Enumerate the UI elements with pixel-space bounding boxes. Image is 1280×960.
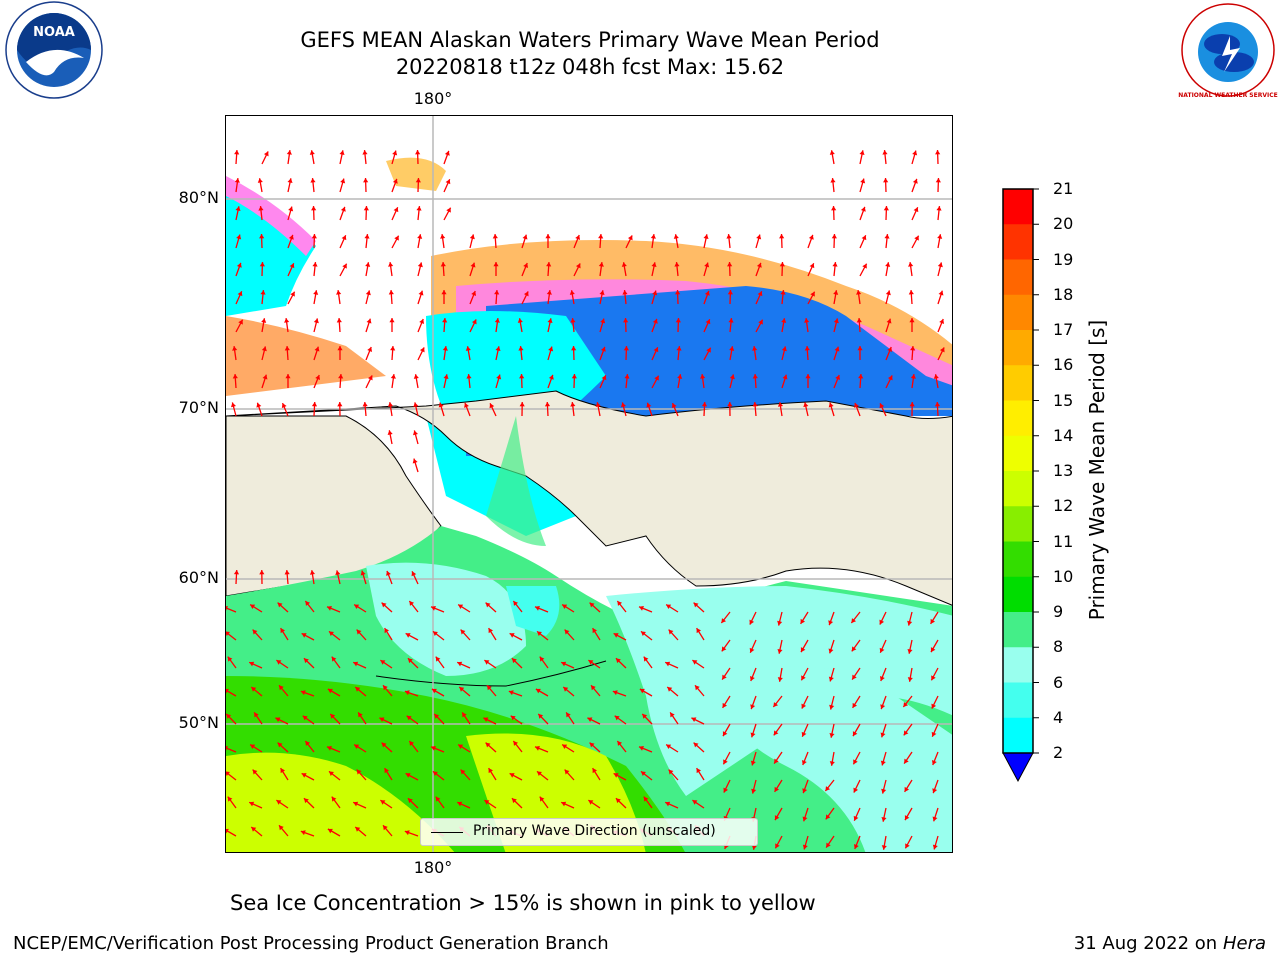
lat-label-50: 50°N (178, 713, 219, 732)
colorbar-tick-label: 16 (1053, 355, 1074, 375)
colorbar-tick-label: 11 (1053, 531, 1074, 551)
colorbar (1002, 188, 1039, 783)
colorbar-tick-label: 14 (1053, 425, 1074, 445)
lat-label-70: 70°N (178, 398, 219, 417)
map-legend: Primary Wave Direction (unscaled) (420, 818, 758, 846)
noaa-logo: NOAA (4, 0, 104, 104)
colorbar-tick-label: 13 (1053, 461, 1074, 480)
colorbar-block (1003, 365, 1033, 401)
colorbar-block (1003, 189, 1033, 225)
national-weather-service-logo: NATIONAL WEATHER SERVICE (1178, 0, 1278, 104)
colorbar-tick-label: 21 (1053, 179, 1074, 198)
colorbar-block (1003, 294, 1033, 331)
colorbar-tick-label: 10 (1053, 566, 1074, 586)
colorbar-block (1003, 224, 1033, 260)
colorbar-tick-label: 19 (1053, 249, 1074, 269)
colorbar-block (1003, 330, 1033, 366)
wave-period-map (225, 115, 953, 853)
colorbar-tick-label: 4 (1053, 707, 1064, 727)
map-canvas (226, 116, 952, 852)
lon-label-top: 180° (413, 89, 453, 108)
legend-label: Primary Wave Direction (unscaled) (473, 823, 716, 839)
footer-date-text: 31 Aug 2022 on (1073, 933, 1218, 954)
colorbar-block (1003, 435, 1033, 472)
sea-ice-note: Sea Ice Concentration > 15% is shown in … (230, 891, 816, 915)
lat-label-60: 60°N (178, 568, 219, 587)
legend-line-icon (431, 832, 463, 833)
colorbar-block (1003, 541, 1033, 578)
colorbar-tick-label: 6 (1053, 672, 1064, 692)
colorbar-tick-label: 9 (1053, 602, 1064, 621)
chart-subtitle: 20220818 t12z 048h fcst Max: 15.62 (395, 55, 785, 79)
colorbar-block (1003, 400, 1033, 437)
colorbar-extend-arrow (1002, 752, 1034, 783)
colorbar-tick-label: 20 (1053, 214, 1074, 234)
footer-machine: Hera (1222, 933, 1266, 954)
colorbar-label: Primary Wave Mean Period [s] (1085, 319, 1109, 621)
colorbar-tick-label: 18 (1053, 284, 1074, 304)
colorbar-tick-label: 2 (1053, 743, 1064, 762)
footer-date: 31 Aug 2022 on Hera (1074, 933, 1266, 954)
colorbar-block (1003, 717, 1033, 754)
colorbar-tick-label: 12 (1053, 496, 1074, 516)
lat-label-80: 80°N (178, 188, 219, 207)
colorbar-tick-label: 15 (1053, 390, 1074, 410)
colorbar-block (1003, 471, 1033, 507)
wave-direction-arrows (226, 149, 945, 850)
nws-logo-text: NATIONAL WEATHER SERVICE (1178, 92, 1277, 99)
colorbar-block (1003, 506, 1033, 542)
lon-label-bottom: 180° (413, 858, 453, 877)
footer-organization: NCEP/EMC/Verification Post Processing Pr… (13, 933, 609, 954)
colorbar-tick-label: 8 (1053, 637, 1064, 657)
colorbar-block (1003, 259, 1033, 296)
chart-title: GEFS MEAN Alaskan Waters Primary Wave Me… (300, 28, 880, 52)
colorbar-block (1003, 612, 1033, 648)
colorbar-tick-label: 17 (1053, 320, 1074, 339)
colorbar-block (1003, 576, 1033, 613)
noaa-logo-text: NOAA (33, 25, 75, 40)
colorbar-block (1003, 647, 1033, 683)
colorbar-block (1003, 682, 1033, 719)
